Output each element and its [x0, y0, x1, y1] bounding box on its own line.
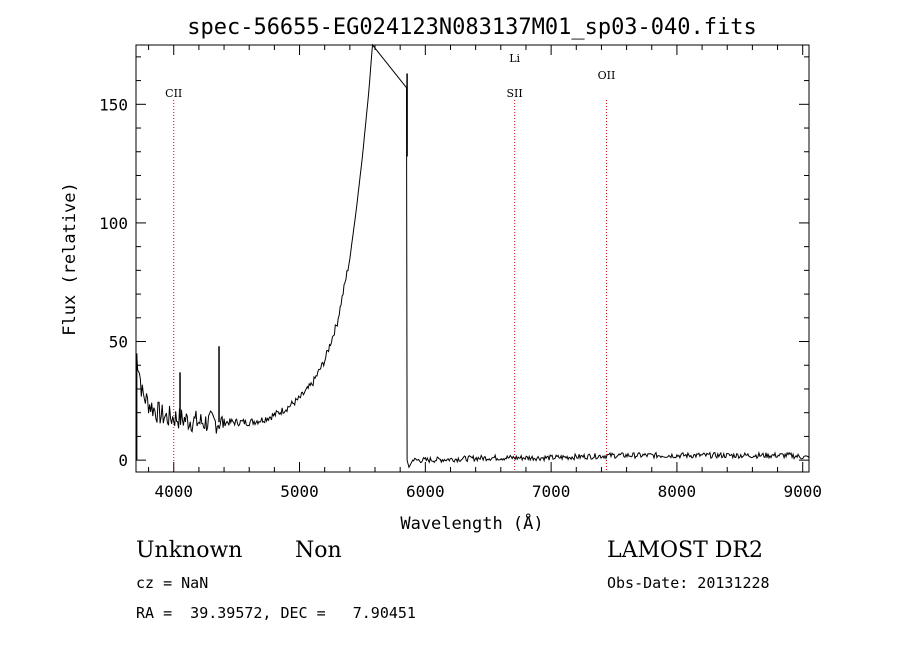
- coordinates-value: RA = 39.39572, DEC = 7.90451: [136, 604, 416, 622]
- y-tick-label: 0: [118, 451, 128, 470]
- line-marker-label: Li: [509, 52, 520, 65]
- y-axis-label: Flux (relative): [60, 182, 80, 336]
- line-marker-label: CII: [165, 87, 182, 100]
- y-tick-label: 100: [99, 214, 128, 233]
- axis-ticks: 4000 5000 6000 7000 8000 9000 0 50 100 150: [99, 45, 822, 501]
- x-tick-label: 8000: [658, 482, 697, 501]
- spectral-line-markers: CII Li SII OII: [165, 52, 615, 472]
- x-tick-label: 4000: [154, 482, 193, 501]
- obs-date-value: Obs-Date: 20131228: [607, 574, 770, 592]
- y-tick-label: 50: [109, 333, 128, 352]
- redshift-value: cz = NaN: [136, 574, 209, 592]
- y-tick-label: 150: [99, 95, 128, 114]
- line-marker-label: SII: [507, 87, 523, 100]
- spectrum-line: [135, 43, 810, 469]
- survey-label: LAMOST DR2: [607, 538, 763, 563]
- plot-frame: [135, 44, 810, 473]
- subclass-label: Non: [295, 538, 342, 563]
- spectrum-series: [135, 43, 810, 469]
- x-tick-label: 5000: [280, 482, 319, 501]
- chart-title: spec-56655-EG024123N083137M01_sp03-040.f…: [187, 15, 757, 40]
- x-tick-label: 6000: [406, 482, 445, 501]
- x-axis-label: Wavelength (Å): [400, 512, 543, 534]
- x-tick-label: 9000: [783, 482, 822, 501]
- line-marker-label: OII: [598, 69, 616, 82]
- class-label: Unknown: [136, 538, 243, 563]
- x-tick-label: 7000: [532, 482, 571, 501]
